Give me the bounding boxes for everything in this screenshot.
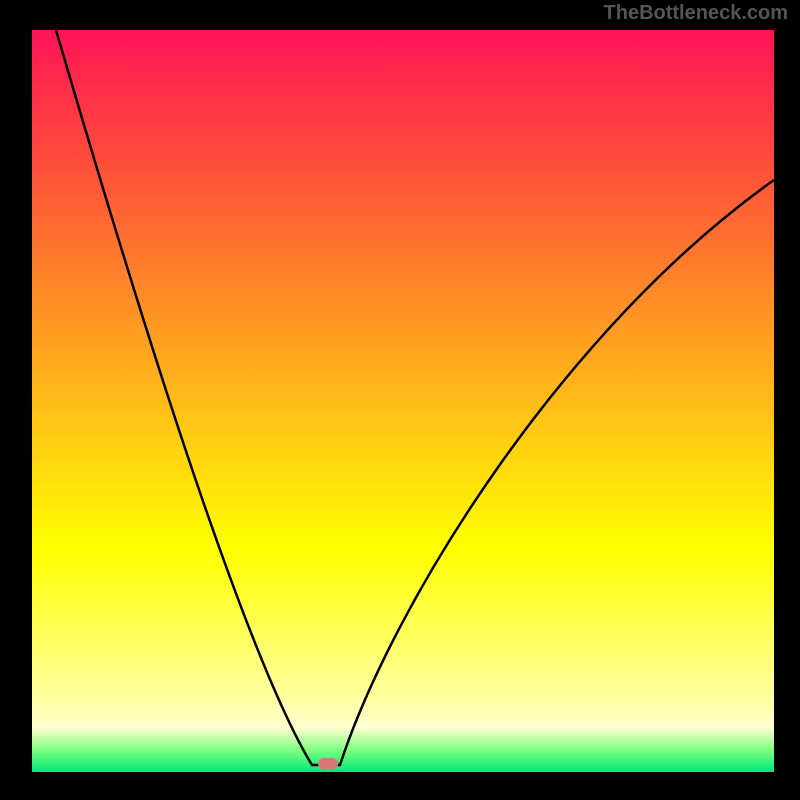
watermark-text: TheBottleneck.com xyxy=(604,2,788,25)
chart-container: TheBottleneck.com xyxy=(0,0,800,800)
bottleneck-curve xyxy=(32,30,774,772)
curve-path xyxy=(56,30,774,765)
optimal-marker xyxy=(318,758,338,770)
plot-area xyxy=(32,30,774,772)
